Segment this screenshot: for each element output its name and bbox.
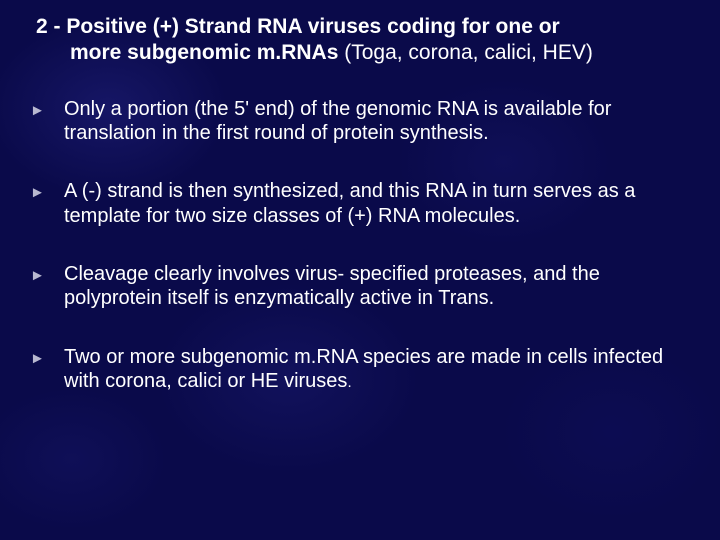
list-item: ► Only a portion (the 5' end) of the gen… [30,97,690,146]
title-line2-regular: (Toga, corona, calici, HEV) [344,41,593,64]
title-line2-bold: more subgenomic m.RNAs [70,41,344,64]
triangle-bullet-icon: ► [30,262,64,285]
bullet-text: Two or more subgenomic m.RNA species are… [64,345,690,394]
bullet-text: Cleavage clearly involves virus- specifi… [64,262,690,311]
slide-title: 2 - Positive (+) Strand RNA viruses codi… [30,14,690,67]
triangle-bullet-icon: ► [30,97,64,120]
bullet-list: ► Only a portion (the 5' end) of the gen… [30,97,690,394]
title-line1: Positive (+) Strand RNA viruses coding f… [66,15,559,38]
list-item: ► Two or more subgenomic m.RNA species a… [30,345,690,394]
list-item: ► A (-) strand is then synthesized, and … [30,179,690,228]
title-prefix: 2 - [36,15,66,38]
small-period: . [347,374,351,391]
bullet-text: A (-) strand is then synthesized, and th… [64,179,690,228]
triangle-bullet-icon: ► [30,179,64,202]
bullet-text: Only a portion (the 5' end) of the genom… [64,97,690,146]
list-item: ► Cleavage clearly involves virus- speci… [30,262,690,311]
triangle-bullet-icon: ► [30,345,64,368]
